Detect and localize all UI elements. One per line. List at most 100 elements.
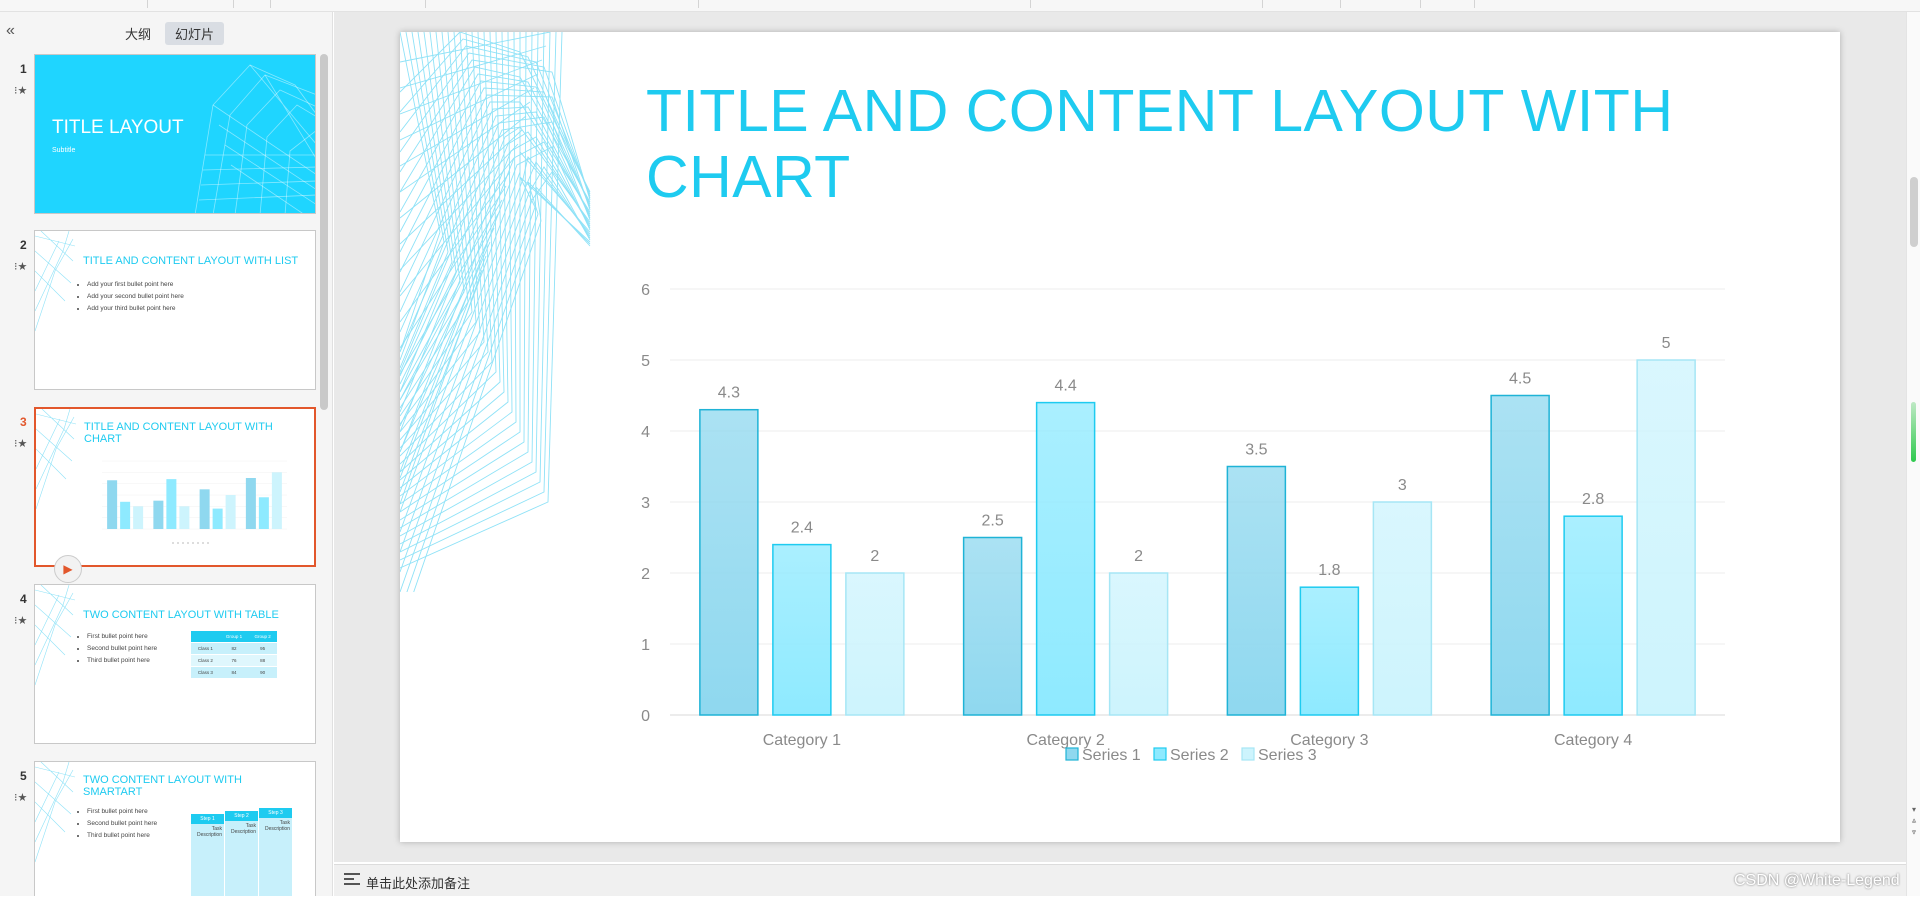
x-tick-label: Category 2	[1026, 732, 1104, 749]
notes-icon	[344, 873, 360, 887]
slide-thumbnail-5[interactable]: TWO CONTENT LAYOUT WITH SMARTART First b…	[34, 761, 316, 896]
animation-star-icon: ⁝★	[14, 792, 28, 804]
slide-thumbnail-1[interactable]: TITLE LAYOUT Subtitle	[34, 54, 316, 214]
thumbnail-title: TITLE AND CONTENT LAYOUT WITH CHART	[84, 421, 273, 445]
tab-slides[interactable]: 幻灯片	[165, 22, 225, 45]
thumbnail-row-5: 5 ⁝★ TWO CONTENT LAYOUT WITH SMARTART Fi…	[0, 761, 320, 896]
legend-label[interactable]: Series 2	[1170, 747, 1229, 764]
slide-editor: TITLE AND CONTENT LAYOUT WITH CHART 0 1 2 3…	[334, 12, 1906, 862]
current-slide[interactable]: TITLE AND CONTENT LAYOUT WITH CHART 0 1 2 3…	[400, 32, 1840, 842]
page-nav-arrows-icon[interactable]: ▾ ⩓ ⩔	[1911, 805, 1917, 836]
ruler-strip	[0, 0, 1920, 12]
bar-3-1[interactable]	[845, 572, 905, 716]
thumbnail-title: TITLE LAYOUT	[52, 117, 184, 138]
mini-bar	[245, 478, 256, 529]
wireframe-decoration-icon	[35, 231, 75, 332]
view-tabs: 大纲 幻灯片	[115, 22, 225, 45]
panel-scrollbar[interactable]	[320, 54, 328, 410]
legend-label[interactable]: Series 1	[1082, 747, 1141, 764]
slide-title[interactable]: TITLE AND CONTENT LAYOUT WITH CHART	[646, 78, 1674, 210]
x-tick-label: Category 3	[1290, 732, 1368, 749]
x-tick-label: Category 1	[763, 732, 841, 749]
thumbnail-smartart: Step 1 Task Description Step 2 Task Desc…	[191, 808, 292, 896]
bar-2-1[interactable]	[772, 543, 832, 716]
slide-thumbnail-3[interactable]: TITLE AND CONTENT LAYOUT WITH CHART	[34, 407, 316, 567]
data-label: 3	[1398, 477, 1407, 494]
animation-star-icon: ⁝★	[14, 615, 28, 627]
scroll-thumb[interactable]	[1910, 177, 1918, 247]
wireframe-decoration-icon	[36, 409, 76, 510]
animation-star-icon: ⁝★	[14, 438, 28, 450]
mini-bar	[120, 501, 131, 529]
animation-star-icon: ⁝★	[14, 261, 28, 273]
data-label: 1.8	[1318, 562, 1340, 579]
legend-swatch	[1241, 747, 1255, 761]
mini-bar	[107, 480, 118, 529]
thumbnail-row-1: 1 ⁝★ TITLE LAYOUT Subtitle	[0, 54, 320, 216]
bar-chart[interactable]: 0 1 2 3 4 5 6 4.3 2.4 2 Category 1 2.5 4.4 2 Category …	[400, 32, 1840, 842]
collapse-panel-icon[interactable]: «	[6, 22, 15, 39]
legend-swatch	[1153, 747, 1167, 761]
slide-thumbnail-list: 1 ⁝★ TITLE LAYOUT Subtitle	[0, 54, 320, 896]
mini-bar-chart	[102, 460, 287, 544]
slide-panel: « 大纲 幻灯片 1 ⁝★	[0, 12, 333, 896]
mini-bar	[179, 506, 190, 529]
data-label: 4.4	[1055, 378, 1077, 395]
data-label: 2.4	[791, 520, 813, 537]
watermark: CSDN @White-Legend	[1734, 872, 1900, 889]
bar-1-2[interactable]	[962, 536, 1023, 716]
bar-3-4[interactable]	[1636, 359, 1696, 716]
bar-1-4[interactable]	[1490, 394, 1550, 716]
slide-thumbnail-2[interactable]: TITLE AND CONTENT LAYOUT WITH LIST Add y…	[34, 230, 316, 390]
building-wireframe-icon	[194, 64, 315, 213]
thumbnail-title: TITLE AND CONTENT LAYOUT WITH LIST	[83, 255, 299, 267]
mini-bar	[258, 497, 269, 529]
bar-3-3[interactable]	[1372, 501, 1433, 716]
y-tick-label: 3	[641, 495, 650, 512]
slide-number: 3	[20, 415, 27, 429]
mini-bar	[166, 479, 177, 529]
slide-number: 1	[20, 62, 27, 76]
notes-placeholder[interactable]: 单击此处添加备注	[366, 876, 471, 891]
thumbnail-title: TWO CONTENT LAYOUT WITH SMARTART	[83, 774, 242, 798]
thumbnail-row-2: 2 ⁝★ TITLE AND CONTENT LAYOUT WITH LIST …	[0, 230, 320, 392]
y-tick-label: 1	[641, 637, 650, 654]
bar-3-2[interactable]	[1108, 572, 1169, 716]
y-tick-label: 6	[641, 282, 650, 299]
mini-bar	[225, 495, 236, 529]
x-tick-label: Category 4	[1554, 732, 1632, 749]
thumbnail-bullets: First bullet point here Second bullet po…	[87, 806, 157, 842]
data-label: 5	[1662, 335, 1671, 352]
tab-outline[interactable]: 大纲	[125, 27, 152, 42]
play-slide-button[interactable]: ▶	[54, 555, 82, 583]
y-tick-label: 0	[641, 708, 650, 725]
data-label: 2.5	[982, 513, 1004, 530]
slide-number: 2	[20, 238, 27, 252]
slide-thumbnail-4[interactable]: TWO CONTENT LAYOUT WITH TABLE First bull…	[34, 584, 316, 744]
mini-bar	[133, 506, 144, 529]
thumbnail-bullets: Add your first bullet point here Add you…	[87, 279, 184, 315]
editor-scrollbar[interactable]: ▾ ⩓ ⩔	[1906, 12, 1920, 896]
legend-label[interactable]: Series 3	[1258, 747, 1317, 764]
bar-1-1[interactable]	[699, 408, 759, 716]
thumbnail-title: TWO CONTENT LAYOUT WITH TABLE	[83, 609, 279, 621]
wireframe-decoration-icon	[35, 762, 75, 863]
data-label: 2	[1134, 548, 1143, 565]
animation-star-icon: ⁝★	[14, 85, 28, 97]
wireframe-decoration-icon	[35, 585, 75, 686]
bar-2-2[interactable]	[1035, 401, 1096, 716]
bar-2-4[interactable]	[1563, 515, 1623, 716]
y-tick-label: 4	[641, 424, 650, 441]
mini-bar	[212, 508, 223, 529]
thumbnail-subtitle: Subtitle	[52, 147, 76, 154]
data-label: 4.3	[718, 385, 740, 402]
data-label: 4.5	[1509, 371, 1531, 388]
notes-bar[interactable]: 单击此处添加备注	[334, 864, 1906, 896]
slide-number: 4	[20, 592, 27, 606]
bar-1-3[interactable]	[1226, 465, 1287, 716]
bar-2-3[interactable]	[1299, 586, 1360, 716]
thumbnail-table: Group 1 Group 2 Class 1 82 95 Class 2 76…	[191, 631, 277, 678]
thumbnail-row-4: 4 ⁝★ TWO CONTENT LAYOUT WITH TABLE First…	[0, 584, 320, 746]
scroll-indicator	[1911, 402, 1916, 462]
slide-number: 5	[20, 769, 27, 783]
